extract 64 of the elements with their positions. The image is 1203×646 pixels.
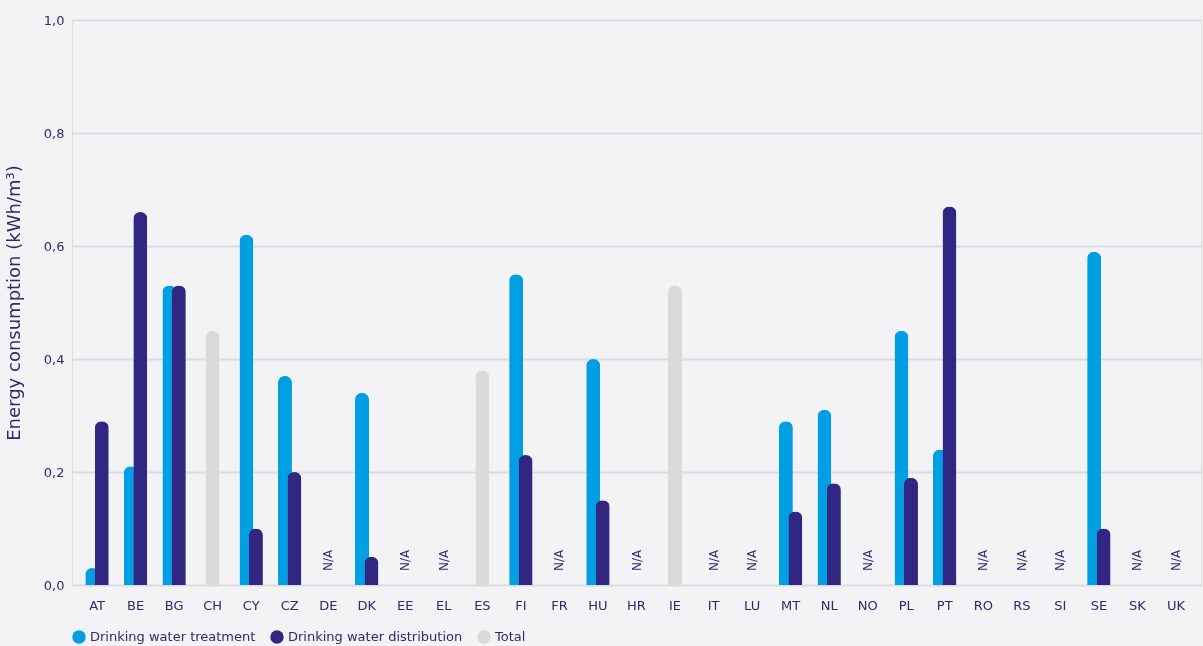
legend-label: Drinking water distribution [288, 629, 463, 644]
x-tick-label: HU [588, 597, 608, 613]
annotation: N/A [1053, 548, 1068, 571]
bar [518, 455, 533, 585]
x-tick-label: RO [973, 597, 993, 613]
x-tick-label: BG [164, 597, 184, 613]
y-tick-label: 0,8 [43, 125, 65, 141]
annotation: N/A [1168, 548, 1183, 571]
y-tick-label: 1,0 [43, 12, 65, 28]
x-tick-label: BE [127, 597, 145, 613]
annotation: N/A [629, 548, 644, 571]
annotation: N/A [1014, 548, 1029, 571]
bar [171, 285, 186, 585]
bar [942, 206, 957, 585]
x-tick-label: EL [436, 597, 453, 613]
bar [595, 500, 610, 585]
x-tick-label: UK [1166, 597, 1186, 613]
annotation: N/A [745, 548, 760, 571]
x-tick-label: MT [781, 597, 801, 613]
x-tick-label: PL [898, 597, 915, 613]
x-tick-label: HR [627, 597, 646, 613]
y-tick-label: 0,6 [43, 238, 65, 254]
x-tick-label: PT [936, 597, 953, 613]
annotation: N/A [860, 548, 875, 571]
x-tick-label: DE [319, 597, 338, 613]
x-tick-label: CY [242, 597, 260, 613]
x-tick-label: SE [1090, 597, 1108, 613]
bar [94, 421, 109, 585]
x-tick-label: CZ [280, 597, 299, 613]
x-tick-label: SK [1129, 597, 1147, 613]
y-tick-label: 0,2 [43, 464, 65, 480]
y-axis-title: Energy consumption (kWh/m³) [2, 165, 24, 441]
x-tick-label: ES [474, 597, 491, 613]
annotation: N/A [1130, 548, 1145, 571]
x-tick-label: DK [357, 597, 377, 613]
y-tick-label: 0,0 [43, 577, 65, 593]
x-tick-label: IT [707, 597, 720, 613]
x-tick-label: IE [669, 597, 682, 613]
annotation: N/A [706, 548, 721, 571]
bar [287, 472, 302, 585]
bar [903, 477, 918, 585]
x-tick-label: EE [397, 597, 414, 613]
annotation: N/A [976, 548, 991, 571]
x-tick-label: RS [1013, 597, 1031, 613]
annotation: N/A [398, 548, 413, 571]
y-tick-label: 0,4 [43, 351, 65, 367]
legend-label: Drinking water treatment [90, 629, 256, 644]
bar [1096, 528, 1111, 585]
legend-label: Total [494, 629, 526, 644]
x-tick-label: FI [515, 597, 527, 613]
bar [826, 483, 841, 585]
annotation: N/A [436, 548, 451, 571]
x-tick-label: AT [89, 597, 106, 613]
x-tick-label: CH [203, 597, 223, 613]
x-tick-label: NO [857, 597, 878, 613]
bar [788, 511, 803, 585]
annotation: N/A [552, 548, 567, 571]
x-tick-label: LU [744, 597, 761, 613]
x-tick-label: SI [1054, 597, 1067, 613]
x-tick-label: NL [820, 597, 839, 613]
annotation: N/A [321, 548, 336, 571]
bar [248, 528, 263, 585]
x-tick-label: FR [551, 597, 568, 613]
bar [133, 212, 148, 585]
